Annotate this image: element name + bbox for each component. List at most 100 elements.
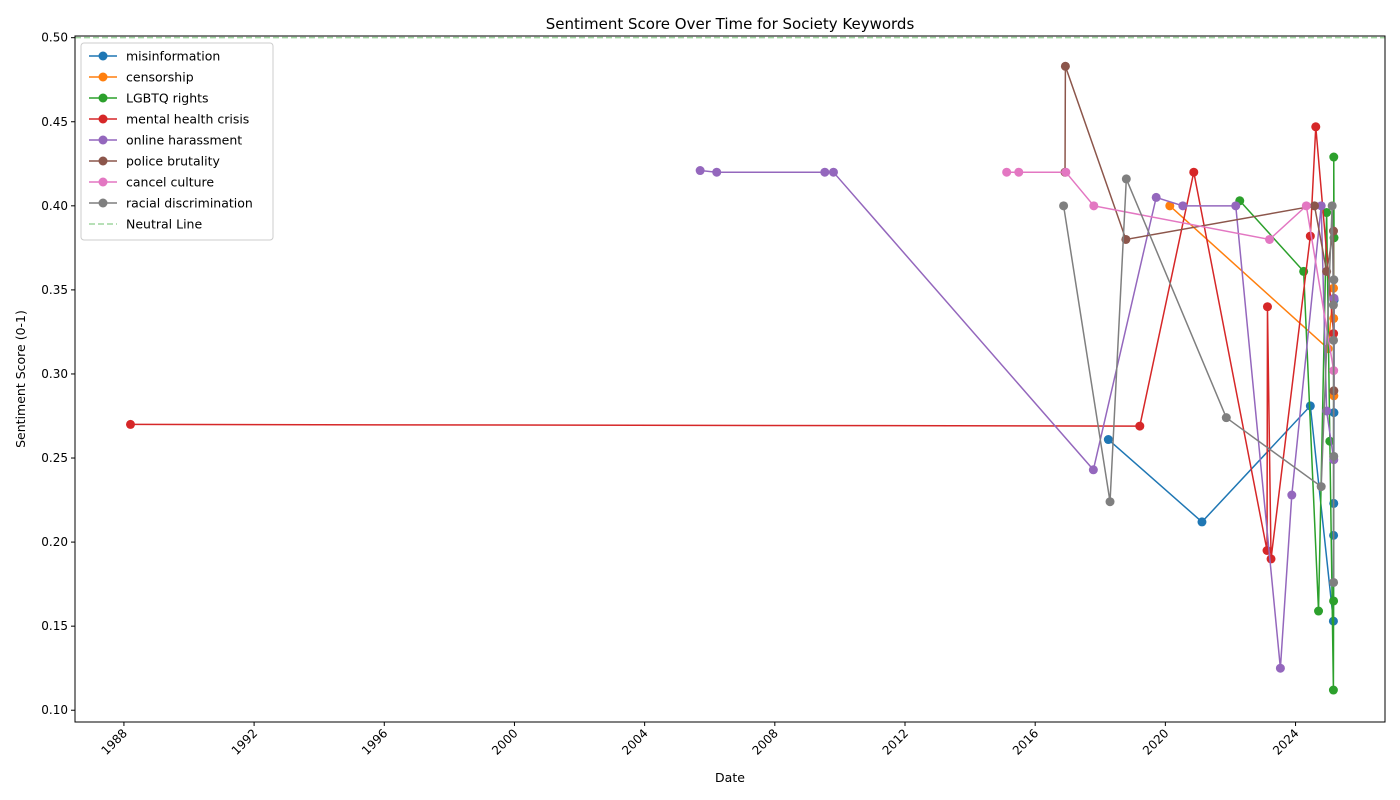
y-axis: 0.10 0.15 0.20 0.25 0.30 0.35 0.40 0.45 0.50 [41, 31, 75, 717]
x-axis: 1988 1992 1996 2000 2004 2008 2012 2016 2020 2024 [99, 722, 1302, 758]
data-point [1314, 606, 1324, 616]
legend-swatch-marker [98, 93, 108, 103]
series-line [1064, 66, 1335, 391]
data-point [1059, 201, 1069, 211]
legend-entry: censorship [89, 70, 194, 85]
y-tick-label: 0.20 [41, 535, 68, 549]
x-tick-label: 2000 [489, 726, 520, 757]
data-point [1105, 497, 1115, 507]
data-point [1329, 451, 1339, 461]
x-tick-label: 2016 [1010, 726, 1041, 757]
data-point [1265, 234, 1275, 244]
data-point [1178, 201, 1188, 211]
data-point [1328, 685, 1338, 695]
series-line [1107, 299, 1335, 622]
legend-entry: LGBTQ rights [89, 91, 209, 106]
y-tick-label: 0.30 [41, 367, 68, 381]
series-mental-health-crisis [126, 122, 1339, 564]
legend-box [80, 42, 274, 241]
data-point [1262, 302, 1272, 312]
data-point [1305, 401, 1315, 411]
series-cancel-culture [1002, 167, 1339, 376]
legend-swatch-marker [98, 198, 108, 208]
data-point [1135, 421, 1145, 431]
data-point [1151, 192, 1161, 202]
y-tick-label: 0.40 [41, 199, 68, 213]
legend-label: misinformation [126, 49, 220, 64]
y-axis-label: Sentiment Score (0-1) [13, 310, 28, 448]
data-point [712, 167, 722, 177]
legend-label: Neutral Line [126, 217, 202, 232]
series-racial-discrimination [1059, 174, 1339, 587]
data-point [1310, 201, 1320, 211]
legend-entry: cancel culture [89, 175, 214, 190]
y-tick-label: 0.50 [41, 31, 68, 45]
data-point [1305, 231, 1315, 241]
legend-label: police brutality [126, 154, 220, 169]
data-point [1103, 435, 1113, 445]
data-point [126, 419, 136, 429]
data-point [1329, 335, 1338, 345]
y-tick-label: 0.45 [41, 115, 68, 129]
data-point [1275, 663, 1285, 673]
data-point [1231, 201, 1241, 211]
data-point [1221, 413, 1231, 423]
data-point [1316, 482, 1326, 492]
series-line [700, 169, 1335, 669]
data-point [1287, 490, 1297, 500]
legend-entry: Neutral Line [89, 217, 202, 232]
data-point [1121, 174, 1131, 184]
x-tick-label: 2008 [749, 726, 780, 757]
legend-entry: police brutality [89, 154, 220, 169]
legend-label: cancel culture [126, 175, 214, 190]
data-point [1088, 465, 1098, 475]
data-point [1014, 167, 1024, 177]
x-tick-label: 2012 [880, 726, 911, 757]
data-point [695, 166, 705, 176]
data-point [1002, 167, 1012, 177]
y-tick-label: 0.10 [41, 703, 68, 717]
data-point [1262, 546, 1272, 555]
x-tick-label: 2024 [1270, 726, 1301, 757]
data-point [1328, 300, 1338, 310]
plot-frame [74, 35, 1386, 723]
legend-entry: online harassment [89, 133, 242, 148]
data-point [1329, 275, 1339, 285]
data-point [1316, 201, 1326, 211]
data-point [1089, 201, 1099, 211]
x-tick-label: 2004 [619, 726, 650, 757]
legend-label: LGBTQ rights [126, 91, 209, 106]
legend-entry: mental health crisis [89, 112, 249, 127]
data-point [1301, 201, 1311, 211]
data-point [1266, 554, 1276, 564]
legend-label: censorship [126, 70, 194, 85]
x-tick-label: 1992 [229, 726, 260, 757]
legend: misinformation censorship LGBTQ rights ment… [80, 42, 274, 241]
y-tick-label: 0.25 [41, 451, 68, 465]
x-axis-label: Date [715, 770, 745, 785]
chart-title: Sentiment Score Over Time for Society Ke… [546, 15, 915, 33]
x-tick-label: 1988 [99, 726, 130, 757]
legend-swatch-marker [98, 177, 108, 187]
data-point [1189, 167, 1199, 177]
data-point [1327, 201, 1337, 211]
legend-label: mental health crisis [126, 112, 249, 127]
y-tick-label: 0.15 [41, 619, 68, 633]
legend-label: racial discrimination [126, 196, 253, 211]
x-tick-label: 2020 [1140, 726, 1171, 757]
data-point [1329, 152, 1339, 162]
data-point [1197, 517, 1207, 527]
data-point [1060, 61, 1070, 71]
legend-swatch-marker [98, 114, 108, 124]
data-point [1061, 167, 1071, 177]
legend-swatch-marker [98, 156, 108, 166]
legend-swatch-marker [98, 51, 108, 61]
series-line [130, 126, 1335, 560]
data-point [1329, 596, 1339, 606]
legend-swatch-marker [98, 72, 108, 82]
series-layer [126, 61, 1339, 695]
x-tick-label: 1996 [359, 726, 390, 757]
data-point [828, 167, 838, 177]
legend-label: online harassment [126, 133, 242, 148]
